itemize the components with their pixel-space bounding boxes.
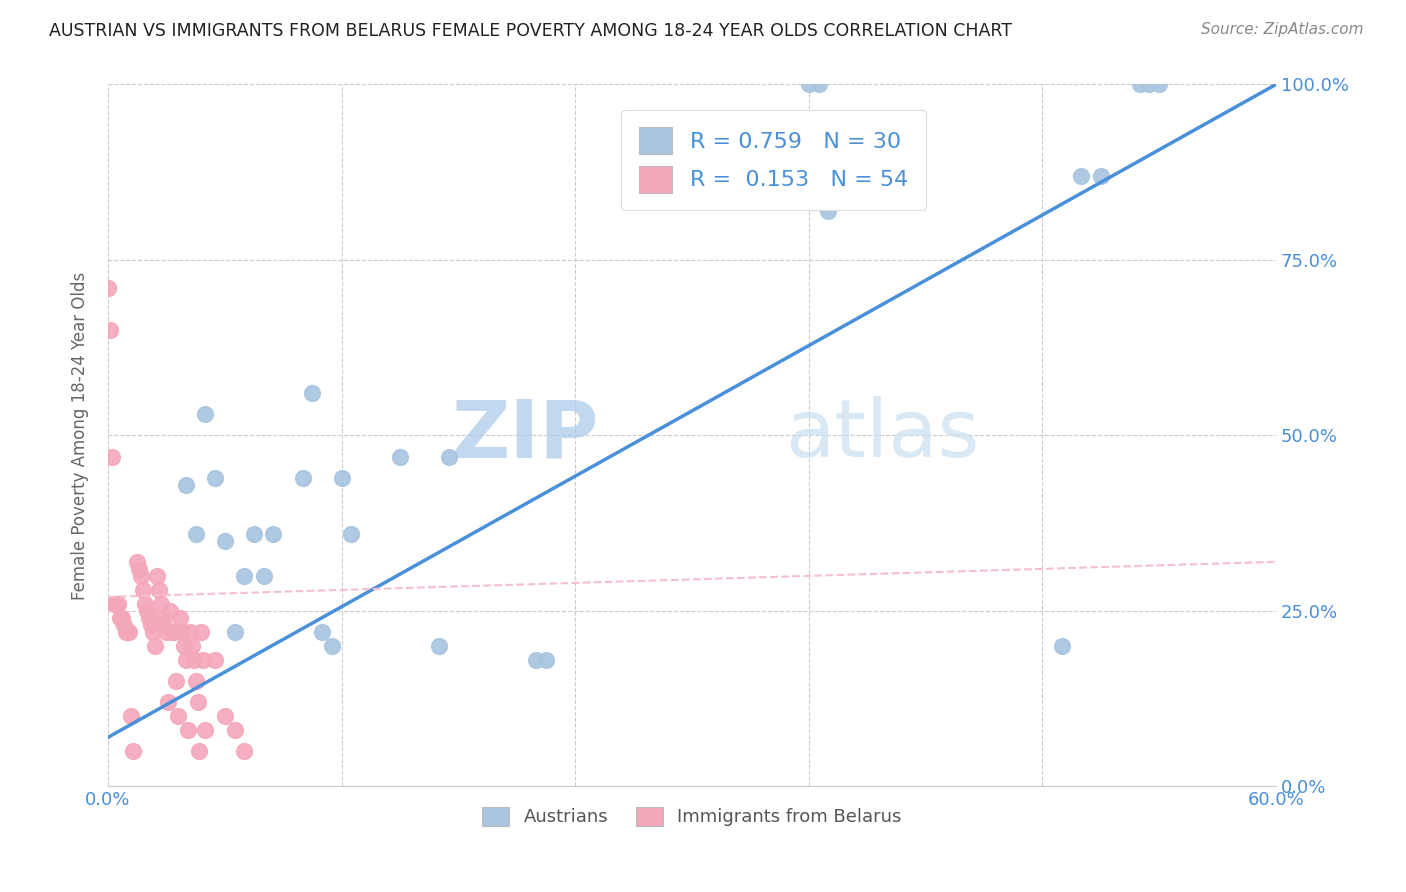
Point bbox=[142, 625, 165, 640]
Point bbox=[120, 709, 142, 723]
Point bbox=[253, 569, 276, 583]
Point bbox=[138, 611, 160, 625]
Point bbox=[159, 604, 181, 618]
Point bbox=[174, 653, 197, 667]
Point bbox=[1147, 78, 1170, 92]
Point bbox=[173, 639, 195, 653]
Point bbox=[157, 695, 180, 709]
Point bbox=[165, 674, 187, 689]
Point bbox=[330, 470, 353, 484]
Point bbox=[127, 555, 149, 569]
Point bbox=[122, 744, 145, 758]
Point bbox=[224, 625, 246, 640]
Point bbox=[1139, 78, 1161, 92]
Point bbox=[163, 625, 186, 640]
Point bbox=[180, 639, 202, 653]
Legend: Austrians, Immigrants from Belarus: Austrians, Immigrants from Belarus bbox=[475, 800, 908, 834]
Point bbox=[153, 618, 176, 632]
Point bbox=[184, 674, 207, 689]
Point bbox=[262, 526, 284, 541]
Point bbox=[170, 625, 193, 640]
Point bbox=[427, 639, 450, 653]
Point bbox=[110, 611, 132, 625]
Point bbox=[193, 653, 215, 667]
Point bbox=[301, 386, 323, 401]
Point bbox=[114, 625, 136, 640]
Point bbox=[104, 597, 127, 611]
Point bbox=[160, 625, 183, 640]
Point bbox=[188, 744, 211, 758]
Point bbox=[214, 533, 236, 548]
Point bbox=[184, 526, 207, 541]
Point bbox=[190, 625, 212, 640]
Point bbox=[388, 450, 411, 464]
Point bbox=[311, 625, 333, 640]
Point bbox=[233, 569, 256, 583]
Point bbox=[117, 625, 139, 640]
Point bbox=[149, 597, 172, 611]
Point bbox=[152, 611, 174, 625]
Point bbox=[134, 597, 156, 611]
Text: ZIP: ZIP bbox=[451, 396, 599, 475]
Point bbox=[194, 408, 217, 422]
Point bbox=[186, 695, 208, 709]
Point bbox=[224, 723, 246, 738]
Point bbox=[128, 562, 150, 576]
Point bbox=[107, 597, 129, 611]
Point bbox=[1070, 169, 1092, 183]
Point bbox=[291, 470, 314, 484]
Point bbox=[214, 709, 236, 723]
Point bbox=[148, 582, 170, 597]
Point bbox=[108, 611, 131, 625]
Point bbox=[243, 526, 266, 541]
Point bbox=[1090, 169, 1112, 183]
Point bbox=[112, 618, 135, 632]
Point bbox=[139, 618, 162, 632]
Point bbox=[437, 450, 460, 464]
Text: Source: ZipAtlas.com: Source: ZipAtlas.com bbox=[1201, 22, 1364, 37]
Point bbox=[103, 597, 125, 611]
Point bbox=[143, 639, 166, 653]
Point bbox=[97, 281, 120, 295]
Point bbox=[167, 709, 190, 723]
Point bbox=[169, 611, 191, 625]
Point bbox=[1050, 639, 1073, 653]
Point bbox=[118, 625, 141, 640]
Point bbox=[145, 569, 167, 583]
Point bbox=[807, 78, 830, 92]
Point bbox=[204, 470, 226, 484]
Point bbox=[177, 723, 200, 738]
Text: atlas: atlas bbox=[786, 396, 980, 475]
Point bbox=[194, 723, 217, 738]
Point bbox=[174, 477, 197, 491]
Point bbox=[340, 526, 363, 541]
Y-axis label: Female Poverty Among 18-24 Year Olds: Female Poverty Among 18-24 Year Olds bbox=[72, 271, 89, 599]
Point bbox=[132, 582, 155, 597]
Point bbox=[98, 323, 121, 337]
Point bbox=[129, 569, 152, 583]
Point bbox=[101, 450, 124, 464]
Text: AUSTRIAN VS IMMIGRANTS FROM BELARUS FEMALE POVERTY AMONG 18-24 YEAR OLDS CORRELA: AUSTRIAN VS IMMIGRANTS FROM BELARUS FEMA… bbox=[49, 22, 1012, 40]
Point bbox=[534, 653, 557, 667]
Point bbox=[524, 653, 547, 667]
Point bbox=[135, 604, 157, 618]
Point bbox=[233, 744, 256, 758]
Point bbox=[183, 653, 205, 667]
Point bbox=[179, 625, 201, 640]
Point bbox=[797, 78, 820, 92]
Point bbox=[204, 653, 226, 667]
Point bbox=[817, 203, 839, 218]
Point bbox=[1129, 78, 1152, 92]
Point bbox=[155, 625, 177, 640]
Point bbox=[321, 639, 343, 653]
